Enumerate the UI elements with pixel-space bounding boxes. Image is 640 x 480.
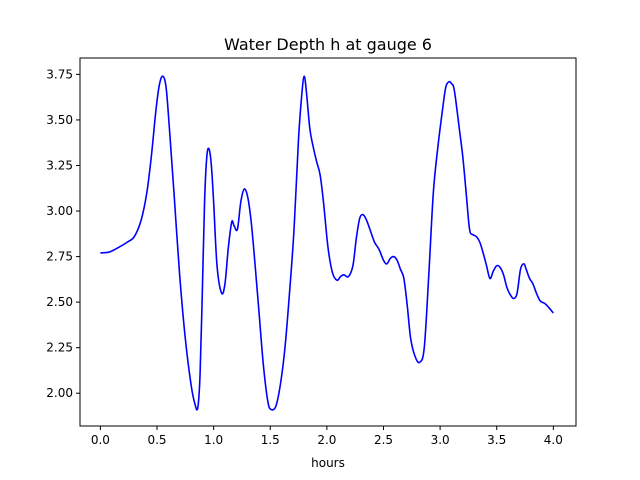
x-axis: 0.0 0.5 1.0 1.5 2.0 2.5 3.0 3.5 4.0 bbox=[91, 426, 563, 447]
y-tick-label: 2.25 bbox=[46, 341, 73, 355]
x-axis-label: hours bbox=[311, 456, 345, 470]
x-tick-label: 0.0 bbox=[91, 433, 110, 447]
x-tick-label: 1.0 bbox=[204, 433, 223, 447]
y-tick-label: 3.00 bbox=[46, 204, 73, 218]
series-line-water-depth bbox=[100, 75, 554, 411]
x-tick-label: 2.5 bbox=[374, 433, 393, 447]
y-tick-label: 3.50 bbox=[46, 113, 73, 127]
x-tick-label: 3.5 bbox=[487, 433, 506, 447]
y-tick-label: 2.00 bbox=[46, 386, 73, 400]
x-tick-label: 1.5 bbox=[261, 433, 280, 447]
axes-frame bbox=[79, 57, 577, 427]
y-tick-label: 2.50 bbox=[46, 295, 73, 309]
x-tick-label: 2.0 bbox=[317, 433, 336, 447]
x-tick-label: 4.0 bbox=[544, 433, 563, 447]
plot-area bbox=[100, 75, 554, 411]
x-tick-label: 3.0 bbox=[431, 433, 450, 447]
y-tick-label: 2.75 bbox=[46, 250, 73, 264]
y-tick-label: 3.75 bbox=[46, 67, 73, 81]
x-tick-label: 0.5 bbox=[147, 433, 166, 447]
y-tick-label: 3.25 bbox=[46, 158, 73, 172]
chart-title: Water Depth h at gauge 6 bbox=[224, 35, 432, 54]
y-axis: 2.00 2.25 2.50 2.75 3.00 3.25 3.50 3.75 bbox=[46, 67, 80, 400]
